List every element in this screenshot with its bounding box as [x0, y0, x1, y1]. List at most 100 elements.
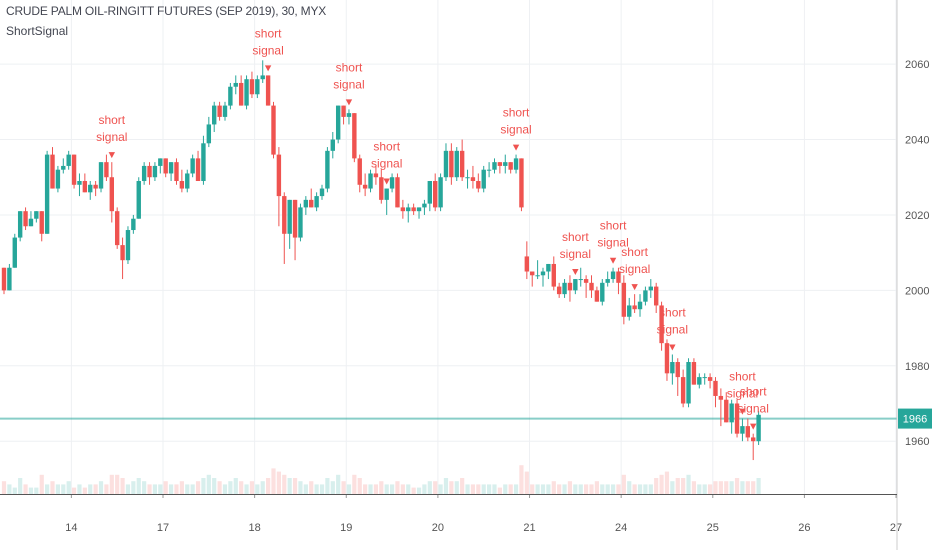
candle-body [174, 162, 179, 182]
candle [255, 75, 260, 99]
volume-bar [222, 484, 228, 494]
candle [680, 369, 686, 408]
volume-bar [82, 487, 87, 494]
candle [659, 301, 664, 351]
volume-bar [702, 484, 707, 494]
volume-bar [724, 481, 729, 494]
volume-bar [648, 484, 653, 494]
short-signal: short signal [371, 140, 402, 185]
candle-body [206, 124, 212, 144]
volume-bar [363, 484, 368, 494]
candle-body [255, 79, 260, 95]
volume-bar [707, 484, 713, 494]
volume-bar [643, 484, 648, 494]
candle [206, 116, 212, 148]
candle-body [125, 230, 131, 261]
volume-bar [697, 484, 702, 494]
volume-bar [282, 474, 287, 494]
candle-body [691, 362, 697, 385]
candle-body [751, 437, 756, 442]
candle [395, 173, 400, 208]
volume-bar [319, 484, 325, 494]
candle-body [416, 207, 422, 212]
candle [109, 162, 114, 223]
volume-bar [163, 481, 168, 494]
candle-body [357, 158, 362, 185]
candle-body [395, 177, 400, 208]
volume-bar [513, 484, 519, 494]
candle [648, 279, 653, 298]
candle [271, 101, 276, 159]
volume-bar [98, 481, 104, 494]
signal-label: short [729, 370, 756, 384]
candle [433, 173, 438, 212]
candle [707, 373, 713, 389]
volume-bar [276, 471, 281, 494]
candle-body [745, 426, 751, 438]
candle-body [28, 218, 34, 227]
candle [212, 101, 217, 132]
volume-bar [589, 484, 594, 494]
candle [600, 279, 605, 306]
candle [201, 135, 206, 185]
candle-body [249, 79, 255, 95]
candle-body [740, 426, 745, 434]
candle [702, 373, 707, 385]
volume-bar [686, 474, 691, 494]
short-signal: short signal [333, 60, 365, 106]
candle-body [373, 173, 379, 178]
candle [411, 203, 416, 215]
candle [675, 358, 680, 396]
chart-title: CRUDE PALM OIL-RINGITT FUTURES (SEP 2019… [6, 4, 327, 18]
signal-label: signal [727, 387, 758, 401]
candle-body [341, 105, 346, 117]
signal-label: signal [333, 77, 364, 91]
candle-body [670, 362, 675, 374]
volume-bar [551, 481, 556, 494]
volume-bar [104, 484, 109, 494]
signal-label: short [373, 140, 400, 154]
candle-body [379, 177, 384, 200]
candle [55, 165, 61, 193]
volume-bar [12, 487, 17, 494]
volume-bar [481, 484, 486, 494]
candle [362, 173, 368, 197]
signal-label: signal [619, 262, 650, 276]
candle-body [610, 271, 616, 280]
volume-bar [476, 484, 481, 494]
signal-arrow-icon [739, 408, 746, 415]
volume-bar [616, 484, 621, 494]
candle [589, 275, 594, 298]
candle [443, 143, 449, 182]
candle-body [260, 75, 265, 80]
candle-body [459, 150, 465, 178]
x-tick-label: 27 [890, 522, 902, 534]
volume-bar [131, 481, 136, 494]
volume-bar [422, 484, 427, 494]
volume-bar [336, 474, 341, 494]
last-price-badge [898, 408, 932, 429]
candle-body [325, 150, 330, 189]
candle-body [718, 395, 724, 400]
candle [88, 181, 93, 200]
candle [298, 203, 303, 242]
candle [686, 358, 691, 408]
volume-bar [50, 481, 55, 494]
volume-bar [465, 484, 470, 494]
volume-bar [341, 481, 346, 494]
candle-body [114, 211, 120, 246]
candle [406, 203, 411, 223]
signal-arrow-icon [750, 423, 757, 430]
volume-bar [584, 484, 589, 494]
candle [319, 184, 325, 200]
candle [632, 294, 637, 313]
candle [368, 169, 373, 193]
candle [691, 358, 697, 385]
candle [217, 101, 222, 121]
candle [77, 173, 82, 197]
candle [314, 192, 319, 212]
candle-body [66, 154, 71, 166]
candle-body [449, 150, 454, 178]
